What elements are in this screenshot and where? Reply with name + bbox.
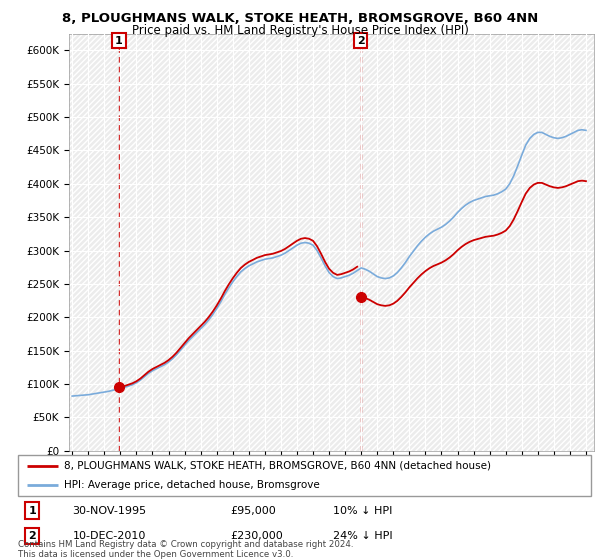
Text: 8, PLOUGHMANS WALK, STOKE HEATH, BROMSGROVE, B60 4NN (detached house): 8, PLOUGHMANS WALK, STOKE HEATH, BROMSGR… bbox=[64, 461, 491, 471]
Text: 2: 2 bbox=[28, 531, 36, 540]
FancyBboxPatch shape bbox=[18, 455, 591, 496]
Text: Price paid vs. HM Land Registry's House Price Index (HPI): Price paid vs. HM Land Registry's House … bbox=[131, 24, 469, 36]
Text: Contains HM Land Registry data © Crown copyright and database right 2024.
This d: Contains HM Land Registry data © Crown c… bbox=[18, 540, 353, 559]
Text: 1: 1 bbox=[28, 506, 36, 516]
Text: 1: 1 bbox=[115, 36, 123, 46]
Text: 8, PLOUGHMANS WALK, STOKE HEATH, BROMSGROVE, B60 4NN: 8, PLOUGHMANS WALK, STOKE HEATH, BROMSGR… bbox=[62, 12, 538, 25]
Text: HPI: Average price, detached house, Bromsgrove: HPI: Average price, detached house, Brom… bbox=[64, 479, 320, 489]
Text: 10-DEC-2010: 10-DEC-2010 bbox=[73, 531, 146, 540]
Text: 2: 2 bbox=[356, 36, 364, 46]
Text: 10% ↓ HPI: 10% ↓ HPI bbox=[333, 506, 392, 516]
Text: £95,000: £95,000 bbox=[230, 506, 276, 516]
Text: 24% ↓ HPI: 24% ↓ HPI bbox=[333, 531, 393, 540]
Text: 30-NOV-1995: 30-NOV-1995 bbox=[73, 506, 146, 516]
Text: £230,000: £230,000 bbox=[230, 531, 283, 540]
Bar bbox=[69, 34, 594, 451]
